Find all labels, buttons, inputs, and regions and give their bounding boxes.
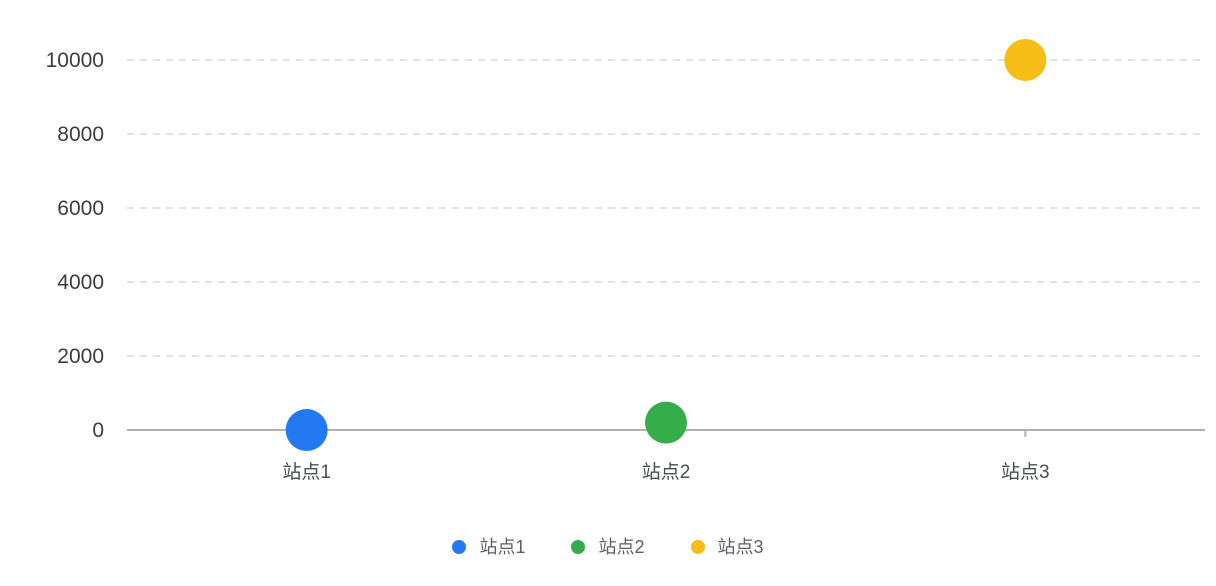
legend-label: 站点3 [717,537,764,557]
y-axis-tick-label: 10000 [46,49,104,72]
chart-canvas: 0 2000 4000 6000 8000 10000 站点1 站点2 站点3 [46,39,1205,483]
data-point[interactable] [1004,39,1047,81]
legend-marker-icon [690,540,705,554]
x-axis-category-label: 站点1 [282,461,331,483]
x-axis-category-label: 站点3 [1001,461,1050,483]
legend-label: 站点2 [598,537,645,557]
legend-marker-icon [571,540,586,554]
legend-item[interactable]: 站点2 [571,534,645,560]
y-axis-tick-label: 4000 [57,271,104,294]
legend-item[interactable]: 站点3 [690,534,764,560]
legend-item[interactable]: 站点1 [452,534,525,560]
legend-marker-icon [452,540,467,554]
x-axis-category-label: 站点2 [642,461,691,483]
legend: 站点1 站点2 站点3 [0,534,1216,560]
y-axis-tick-label: 0 [92,419,104,442]
y-axis-tick-label: 6000 [57,197,104,220]
y-axis-tick-label: 2000 [57,345,104,368]
data-point[interactable] [645,401,687,444]
y-axis-tick-label: 8000 [57,123,104,146]
legend-label: 站点1 [479,537,526,557]
data-point[interactable] [285,409,328,451]
